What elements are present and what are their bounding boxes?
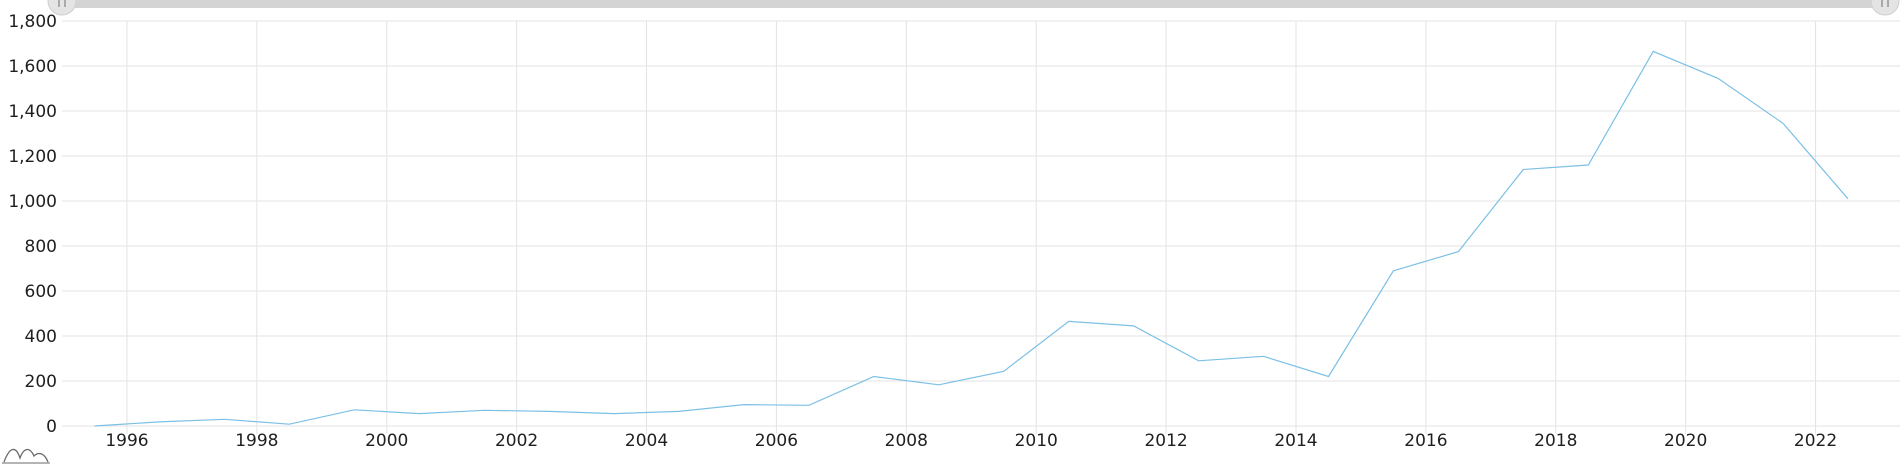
range-scrollbar[interactable] xyxy=(47,0,1900,16)
x-tick-label: 2012 xyxy=(1144,431,1187,451)
scrollbar-right-handle[interactable] xyxy=(1870,0,1900,16)
data-point[interactable] xyxy=(1520,167,1526,173)
y-tick-label: 1,200 xyxy=(8,147,57,167)
x-tick-label: 2000 xyxy=(365,431,408,451)
data-point[interactable] xyxy=(1066,318,1072,324)
data-point[interactable] xyxy=(1390,268,1396,274)
x-tick-label: 2010 xyxy=(1015,431,1058,451)
y-tick-label: 1,600 xyxy=(8,57,57,77)
data-point[interactable] xyxy=(806,402,812,408)
data-point[interactable] xyxy=(1325,374,1331,380)
data-point[interactable] xyxy=(1650,48,1656,54)
data-point[interactable] xyxy=(1780,120,1786,126)
series-preview-icon[interactable] xyxy=(2,448,50,464)
data-point[interactable] xyxy=(871,374,877,380)
x-axis: 1996 1998 2000 2002 2004 2006 2008 2010 2012 2014… xyxy=(105,431,1837,451)
data-point[interactable] xyxy=(1455,249,1461,255)
data-point[interactable] xyxy=(1585,162,1591,168)
y-tick-label: 600 xyxy=(25,282,57,302)
data-point[interactable] xyxy=(1261,353,1267,359)
x-tick-label: 1996 xyxy=(105,431,148,451)
data-point[interactable] xyxy=(676,408,682,414)
grid-lines xyxy=(62,20,1900,434)
data-point[interactable] xyxy=(1845,196,1851,202)
series-line[interactable] xyxy=(94,50,1849,427)
scrollbar-track[interactable] xyxy=(62,0,1884,8)
data-point[interactable] xyxy=(741,402,747,408)
data-point[interactable] xyxy=(221,416,227,422)
x-tick-label: 2018 xyxy=(1534,431,1577,451)
data-point[interactable] xyxy=(1001,368,1007,374)
y-tick-label: 1,000 xyxy=(8,192,57,212)
y-tick-label: 0 xyxy=(46,417,57,437)
x-tick-label: 2014 xyxy=(1274,431,1317,451)
y-axis: 0 200 400 600 800 1,000 1,200 1,400 1,600 1,800 xyxy=(8,12,57,437)
x-tick-label: 2004 xyxy=(625,431,668,451)
data-point[interactable] xyxy=(416,411,422,417)
x-tick-label: 2016 xyxy=(1404,431,1447,451)
x-tick-label: 2002 xyxy=(495,431,538,451)
x-tick-label: 2022 xyxy=(1794,431,1837,451)
data-point[interactable] xyxy=(936,382,942,388)
x-tick-label: 2020 xyxy=(1664,431,1707,451)
data-point[interactable] xyxy=(1715,75,1721,81)
data-point[interactable] xyxy=(1131,323,1137,329)
y-tick-label: 800 xyxy=(25,237,57,257)
y-tick-label: 400 xyxy=(25,327,57,347)
data-point[interactable] xyxy=(546,408,552,414)
data-point[interactable] xyxy=(91,423,97,429)
y-tick-label: 1,400 xyxy=(8,102,57,122)
scrollbar-left-handle[interactable] xyxy=(47,0,77,16)
x-tick-label: 1998 xyxy=(235,431,278,451)
y-tick-label: 200 xyxy=(25,372,57,392)
data-point[interactable] xyxy=(286,421,292,427)
x-tick-label: 2008 xyxy=(885,431,928,451)
data-point[interactable] xyxy=(481,407,487,413)
x-tick-label: 2006 xyxy=(755,431,798,451)
data-point[interactable] xyxy=(156,419,162,425)
data-point[interactable] xyxy=(1196,358,1202,364)
y-tick-label: 1,800 xyxy=(8,12,57,32)
data-point[interactable] xyxy=(611,411,617,417)
series-layer xyxy=(91,48,1851,429)
data-point[interactable] xyxy=(351,407,357,413)
